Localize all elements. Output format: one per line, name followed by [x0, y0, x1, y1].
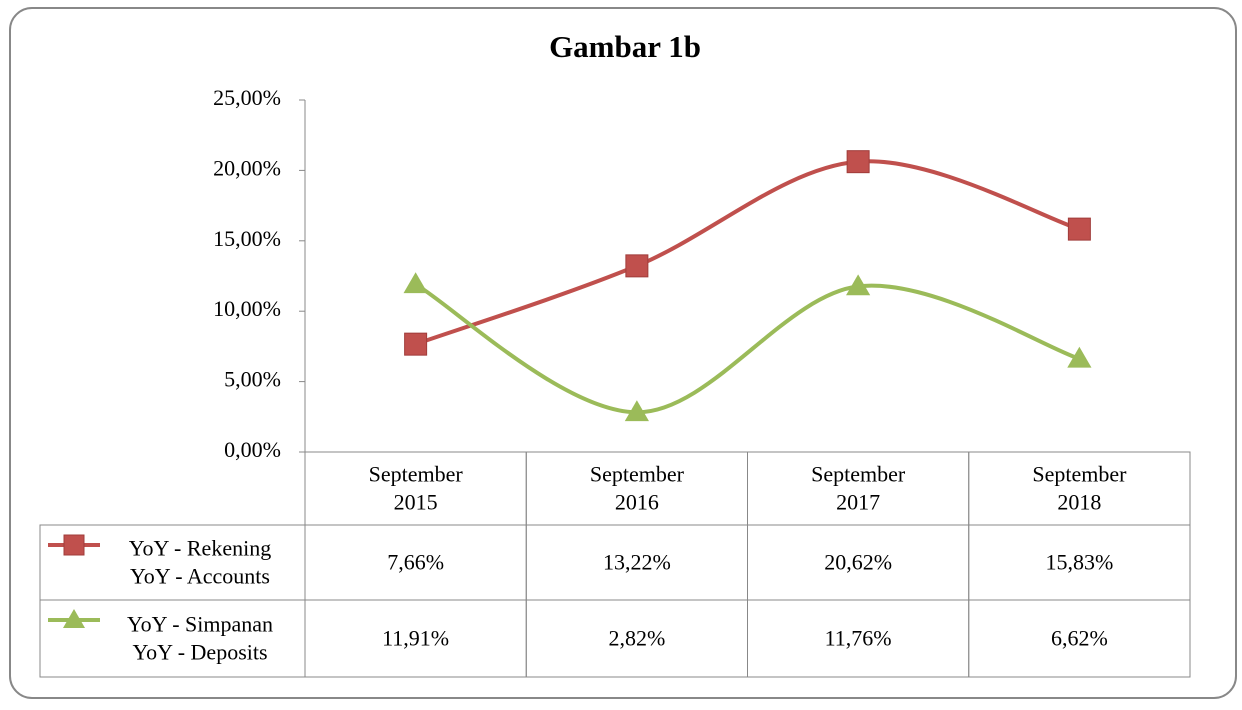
- value-label: 13,22%: [603, 550, 671, 575]
- y-tick-label: 10,00%: [213, 296, 281, 321]
- marker: [625, 254, 649, 278]
- marker: [63, 534, 85, 556]
- marker: [63, 609, 85, 628]
- y-tick-label: 20,00%: [213, 155, 281, 180]
- value-label: 11,91%: [382, 626, 449, 651]
- marker: [1067, 217, 1091, 241]
- chart-border: [9, 7, 1237, 699]
- category-label: September 2015: [369, 462, 464, 515]
- legend-label: YoY - Simpanan YoY - Deposits: [127, 612, 273, 665]
- value-label: 15,83%: [1045, 550, 1113, 575]
- chart-title: Gambar 1b: [549, 29, 701, 64]
- series-line: [414, 159, 1080, 347]
- value-label: 20,62%: [824, 550, 892, 575]
- legend-label: YoY - Rekening YoY - Accounts: [129, 536, 271, 589]
- category-label: September 2017: [811, 462, 906, 515]
- marker: [403, 272, 428, 294]
- category-label: September 2018: [1032, 462, 1127, 515]
- marker: [404, 332, 428, 356]
- marker: [846, 274, 871, 296]
- y-tick-label: 25,00%: [213, 85, 281, 110]
- marker: [1067, 346, 1092, 368]
- value-label: 7,66%: [387, 550, 444, 575]
- y-tick-label: 5,00%: [224, 367, 281, 392]
- category-label: September 2016: [590, 462, 685, 515]
- marker: [624, 400, 649, 422]
- y-tick-label: 15,00%: [213, 226, 281, 251]
- value-label: 6,62%: [1051, 626, 1108, 651]
- y-tick-label: 0,00%: [224, 437, 281, 462]
- value-label: 11,76%: [825, 626, 892, 651]
- value-label: 2,82%: [608, 626, 665, 651]
- table-cell: [968, 599, 1191, 678]
- series-line: [414, 282, 1081, 415]
- marker: [846, 150, 870, 174]
